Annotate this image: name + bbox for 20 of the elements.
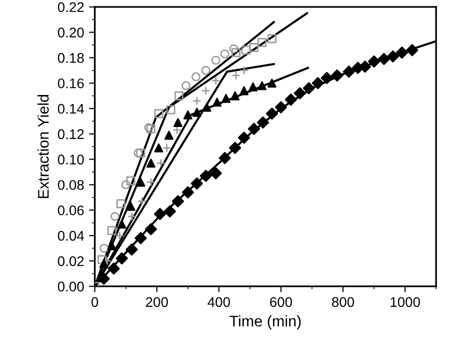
y-tick-label: 0.12 — [58, 129, 84, 140]
x-tick-label: 800 — [332, 297, 354, 307]
x-tick-label: 600 — [270, 297, 292, 307]
x-tick-label: 0 — [91, 297, 98, 307]
y-tick-label: 0.02 — [58, 256, 84, 266]
x-tick-label: 1000 — [390, 297, 420, 307]
y-tick-label: 0.06 — [58, 205, 84, 216]
y-tick-label: 0.08 — [58, 180, 84, 190]
y-tick-label: 0.22 — [58, 2, 84, 12]
y-tick-label: 0.18 — [58, 53, 84, 63]
y-tick-label: 0.00 — [58, 282, 84, 292]
x-axis-title: Time (min) — [230, 315, 301, 330]
y-tick-label: 0.14 — [58, 104, 84, 114]
y-tick-label: 0.04 — [58, 230, 84, 241]
y-axis-title: Extraction Yield — [38, 94, 49, 198]
y-tick-label: 0.20 — [58, 28, 84, 38]
x-tick-label: 400 — [208, 297, 230, 307]
y-tick-label: 0.10 — [58, 154, 84, 164]
y-tick-label: 0.16 — [58, 78, 84, 88]
x-tick-label: 200 — [146, 297, 168, 307]
